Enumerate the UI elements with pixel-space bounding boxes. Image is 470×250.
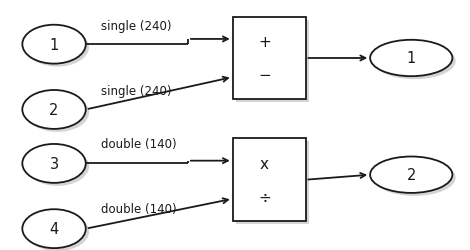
Text: 2: 2: [407, 168, 416, 182]
Text: x: x: [260, 156, 269, 171]
Text: +: +: [258, 35, 271, 50]
FancyBboxPatch shape: [236, 20, 309, 103]
FancyBboxPatch shape: [236, 142, 309, 224]
Text: single (240): single (240): [101, 85, 172, 98]
FancyBboxPatch shape: [233, 139, 306, 221]
FancyBboxPatch shape: [233, 18, 306, 100]
Ellipse shape: [26, 147, 89, 186]
Text: 2: 2: [49, 102, 59, 118]
Ellipse shape: [370, 157, 452, 193]
Text: 1: 1: [49, 38, 59, 52]
Text: ÷: ÷: [258, 189, 271, 204]
Text: 4: 4: [49, 221, 59, 236]
Ellipse shape: [370, 40, 452, 77]
Text: −: −: [258, 68, 271, 83]
Ellipse shape: [26, 29, 89, 67]
Text: double (140): double (140): [101, 202, 177, 215]
Ellipse shape: [23, 210, 86, 248]
Ellipse shape: [26, 212, 89, 250]
Text: 1: 1: [407, 51, 416, 66]
Ellipse shape: [373, 44, 456, 80]
Text: single (240): single (240): [101, 20, 172, 33]
Ellipse shape: [26, 94, 89, 132]
Text: 3: 3: [49, 156, 59, 171]
Ellipse shape: [23, 144, 86, 183]
Ellipse shape: [23, 90, 86, 129]
Ellipse shape: [373, 160, 456, 196]
Text: double (140): double (140): [101, 137, 177, 150]
Ellipse shape: [23, 26, 86, 64]
